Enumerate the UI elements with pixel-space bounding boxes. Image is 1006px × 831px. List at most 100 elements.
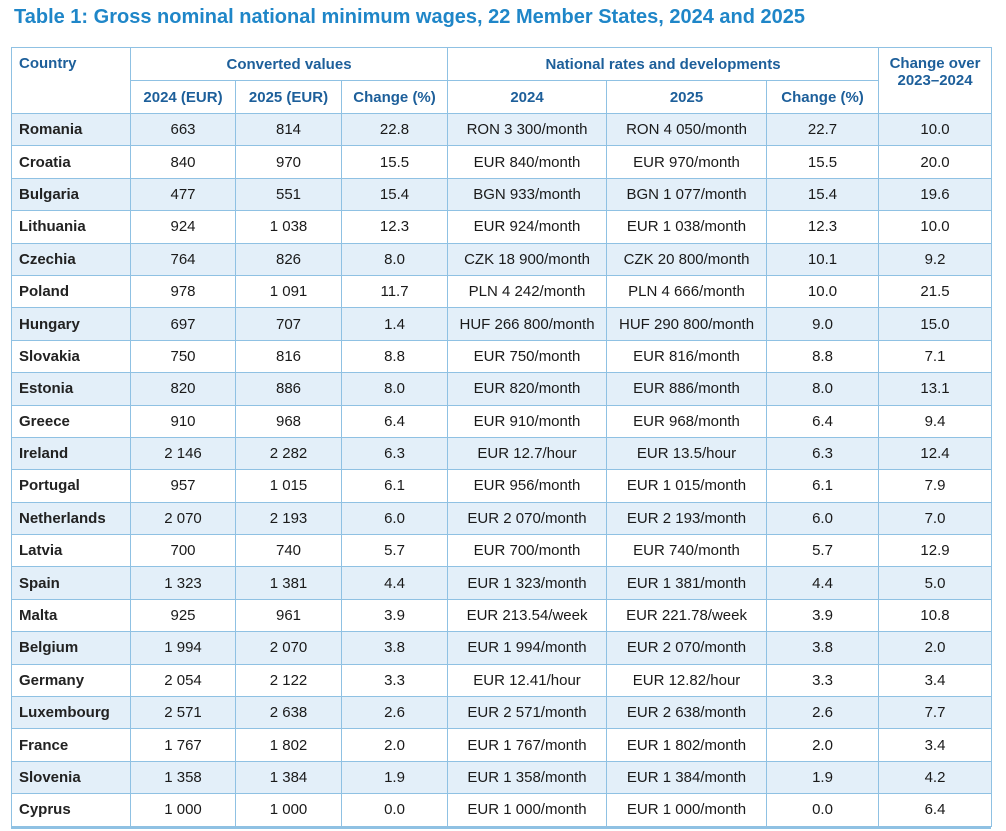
converted-2024-cell: 2 054 — [130, 663, 236, 698]
converted-change-cell: 3.9 — [340, 598, 449, 633]
national-2025-cell: EUR 968/month — [606, 404, 768, 438]
converted-2025-cell: 740 — [235, 534, 342, 568]
national-change-cell: 2.6 — [766, 696, 880, 730]
national-2024-cell: EUR 12.7/hour — [447, 436, 608, 471]
national-2025-cell: EUR 1 038/month — [606, 210, 768, 244]
national-2024-cell: PLN 4 242/month — [447, 274, 608, 309]
converted-2025-cell: 551 — [235, 177, 342, 212]
country-cell: Belgium — [11, 631, 131, 665]
national-change-cell: 10.1 — [766, 242, 880, 276]
country-cell: Bulgaria — [11, 177, 131, 212]
change-over-cell: 7.9 — [878, 469, 993, 503]
header-national-2025: 2025 — [606, 80, 768, 114]
converted-2025-cell: 961 — [235, 598, 342, 633]
change-over-cell: 5.0 — [878, 566, 993, 600]
national-2024-cell: EUR 956/month — [447, 469, 608, 503]
converted-2025-cell: 2 122 — [235, 663, 342, 698]
country-cell: Luxembourg — [11, 696, 131, 730]
change-over-cell: 12.4 — [878, 436, 993, 471]
converted-change-cell: 2.0 — [340, 728, 449, 762]
country-cell: Latvia — [11, 534, 131, 568]
converted-change-cell: 3.8 — [340, 631, 449, 665]
converted-change-cell: 11.7 — [340, 274, 449, 309]
country-cell: Estonia — [11, 372, 131, 406]
converted-change-cell: 4.4 — [340, 566, 449, 600]
national-change-cell: 6.0 — [766, 501, 880, 536]
country-cell: Germany — [11, 663, 131, 698]
national-change-cell: 12.3 — [766, 210, 880, 244]
country-cell: Slovakia — [11, 339, 131, 374]
national-2025-cell: EUR 970/month — [606, 145, 768, 179]
header-national-change: Change (%) — [766, 80, 880, 114]
national-2025-cell: BGN 1 077/month — [606, 177, 768, 212]
converted-2024-cell: 2 070 — [130, 501, 236, 536]
converted-change-cell: 8.0 — [340, 372, 449, 406]
change-over-cell: 15.0 — [878, 307, 993, 341]
converted-2025-cell: 814 — [235, 112, 342, 147]
national-2024-cell: EUR 1 358/month — [447, 760, 608, 795]
converted-2024-cell: 1 323 — [130, 566, 236, 600]
converted-2024-cell: 910 — [130, 404, 236, 438]
table-row: Bulgaria 477 551 15.4 BGN 933/month BGN 1 077… — [11, 177, 993, 212]
national-change-cell: 5.7 — [766, 534, 880, 568]
national-change-cell: 6.4 — [766, 404, 880, 438]
converted-2025-cell: 707 — [235, 307, 342, 341]
header-converted-change: Change (%) — [340, 80, 449, 114]
national-2025-cell: EUR 1 000/month — [606, 793, 768, 827]
national-2025-cell: EUR 221.78/week — [606, 598, 768, 633]
table-row: Lithuania 924 1 038 12.3 EUR 924/month EUR 1 … — [11, 210, 993, 244]
header-country: Country — [11, 47, 131, 114]
header-2025-eur: 2025 (EUR) — [235, 80, 342, 114]
table-row: Portugal 957 1 015 6.1 EUR 956/month EUR 1 01… — [11, 469, 993, 503]
header-national-2024: 2024 — [447, 80, 608, 114]
country-cell: Ireland — [11, 436, 131, 471]
header-national-rates: National rates and developments — [447, 47, 880, 81]
national-2025-cell: EUR 1 384/month — [606, 760, 768, 795]
table-row: Croatia 840 970 15.5 EUR 840/month EUR 970/mo… — [11, 145, 993, 179]
national-change-cell: 22.7 — [766, 112, 880, 147]
converted-change-cell: 6.4 — [340, 404, 449, 438]
national-2024-cell: HUF 266 800/month — [447, 307, 608, 341]
change-over-cell: 20.0 — [878, 145, 993, 179]
converted-2025-cell: 1 000 — [235, 793, 342, 827]
national-change-cell: 8.0 — [766, 372, 880, 406]
converted-change-cell: 1.9 — [340, 760, 449, 795]
change-over-cell: 21.5 — [878, 274, 993, 309]
converted-2024-cell: 2 571 — [130, 696, 236, 730]
national-2024-cell: EUR 840/month — [447, 145, 608, 179]
converted-2024-cell: 1 767 — [130, 728, 236, 762]
national-change-cell: 0.0 — [766, 793, 880, 827]
national-change-cell: 3.9 — [766, 598, 880, 633]
country-cell: Portugal — [11, 469, 131, 503]
national-2025-cell: CZK 20 800/month — [606, 242, 768, 276]
table-row: Belgium 1 994 2 070 3.8 EUR 1 994/month EUR 2… — [11, 631, 993, 665]
national-2024-cell: EUR 1 323/month — [447, 566, 608, 600]
converted-change-cell: 1.4 — [340, 307, 449, 341]
table-row: Germany 2 054 2 122 3.3 EUR 12.41/hour EUR 12… — [11, 663, 993, 698]
change-over-cell: 3.4 — [878, 728, 993, 762]
header-change-over: Change over 2023–2024 — [878, 47, 993, 114]
converted-2025-cell: 2 193 — [235, 501, 342, 536]
country-cell: Malta — [11, 598, 131, 633]
header-converted-values: Converted values — [129, 47, 449, 81]
national-change-cell: 3.8 — [766, 631, 880, 665]
converted-2025-cell: 816 — [235, 339, 342, 374]
change-over-cell: 3.4 — [878, 663, 993, 698]
converted-2024-cell: 978 — [130, 274, 236, 309]
converted-2024-cell: 2 146 — [130, 436, 236, 471]
national-2025-cell: PLN 4 666/month — [606, 274, 768, 309]
change-over-cell: 2.0 — [878, 631, 993, 665]
converted-2025-cell: 826 — [235, 242, 342, 276]
converted-2024-cell: 820 — [130, 372, 236, 406]
converted-2024-cell: 750 — [130, 339, 236, 374]
country-cell: Lithuania — [11, 210, 131, 244]
converted-change-cell: 3.3 — [340, 663, 449, 698]
converted-2024-cell: 1 358 — [130, 760, 236, 795]
change-over-cell: 10.0 — [878, 210, 993, 244]
national-2025-cell: EUR 13.5/hour — [606, 436, 768, 471]
converted-2024-cell: 924 — [130, 210, 236, 244]
table-row: Latvia 700 740 5.7 EUR 700/month EUR 740/mont… — [11, 534, 993, 568]
table-row: Estonia 820 886 8.0 EUR 820/month EUR 886/mon… — [11, 372, 993, 406]
national-change-cell: 6.3 — [766, 436, 880, 471]
table-row: Romania 663 814 22.8 RON 3 300/month RON 4 05… — [11, 112, 993, 147]
